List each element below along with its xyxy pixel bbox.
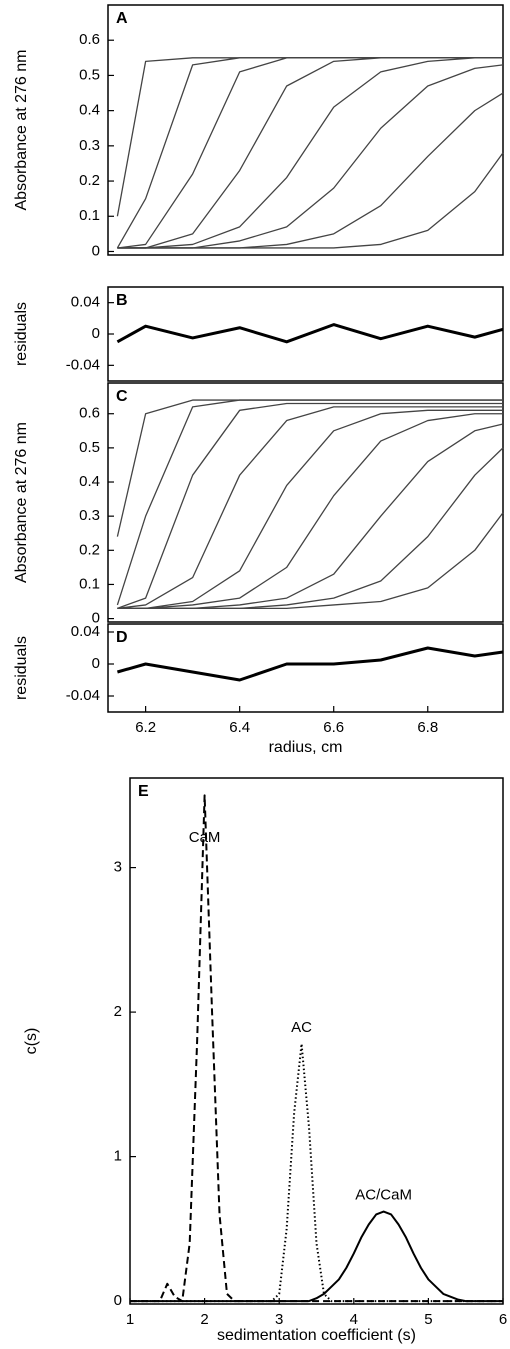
plot-frame xyxy=(107,623,504,713)
series-line xyxy=(117,57,503,249)
y-tick-label: 0.5 xyxy=(79,439,100,456)
y-tick-label: 0.04 xyxy=(71,623,100,640)
x-tick-label: 4 xyxy=(350,1311,358,1328)
series-line xyxy=(116,399,503,606)
series-line xyxy=(116,57,503,217)
y-tick-label: 0.3 xyxy=(79,137,100,154)
plot-frame xyxy=(107,382,504,623)
panel-label: B xyxy=(116,292,128,309)
panel-label: D xyxy=(116,629,128,646)
x-tick-label: 1 xyxy=(126,1311,134,1328)
x-tick-label: 3 xyxy=(275,1311,283,1328)
series-line xyxy=(117,409,503,609)
series-line xyxy=(116,57,503,249)
y-axis-title: c(s) xyxy=(23,1028,40,1055)
series-line xyxy=(117,413,503,609)
series-line xyxy=(117,152,504,249)
series-line xyxy=(130,1042,503,1303)
series-line xyxy=(117,57,503,249)
series-line xyxy=(130,794,503,1303)
series-line xyxy=(117,406,503,609)
y-tick-label: 0 xyxy=(92,325,100,342)
series-line xyxy=(117,423,504,609)
x-tick-label: 6.4 xyxy=(229,719,250,736)
y-axis-title: Absorbance at 276 nm xyxy=(13,422,30,583)
panel-label: C xyxy=(116,388,128,405)
x-tick-label: 6.6 xyxy=(323,719,344,736)
series-line xyxy=(116,399,503,537)
series-line xyxy=(117,64,504,249)
y-tick-label: 0 xyxy=(92,655,100,672)
x-tick-label: 6.2 xyxy=(135,719,156,736)
x-tick-label: 6.8 xyxy=(417,719,438,736)
y-tick-label: 0.2 xyxy=(79,172,100,189)
x-tick-label: 5 xyxy=(424,1311,432,1328)
y-axis-title: Absorbance at 276 nm xyxy=(13,50,30,211)
y-tick-label: 0.6 xyxy=(79,31,100,48)
series-label: CaM xyxy=(189,829,221,846)
series-line xyxy=(117,512,504,609)
y-tick-label: 3 xyxy=(114,859,122,876)
y-tick-label: 0.5 xyxy=(79,66,100,83)
y-axis-title: residuals xyxy=(13,636,30,700)
series-line xyxy=(116,323,504,344)
y-tick-label: 0.04 xyxy=(71,294,100,311)
y-axis-title: residuals xyxy=(13,302,30,366)
series-label: AC xyxy=(291,1019,312,1036)
x-axis-title: radius, cm xyxy=(269,739,343,756)
y-tick-label: 0.4 xyxy=(79,473,100,490)
series-line xyxy=(117,57,503,249)
y-tick-label: 2 xyxy=(114,1003,122,1020)
y-tick-label: -0.04 xyxy=(66,356,100,373)
panel-label: E xyxy=(138,783,149,800)
plot-frame xyxy=(129,777,504,1305)
panel-label: A xyxy=(116,10,128,27)
y-tick-label: 0.2 xyxy=(79,541,100,558)
series-line xyxy=(117,447,504,609)
y-tick-label: 0.1 xyxy=(79,207,100,224)
series-line xyxy=(117,402,503,609)
x-axis-title: sedimentation coefficient (s) xyxy=(217,1327,416,1344)
series-line xyxy=(130,1210,503,1303)
y-tick-label: 0.3 xyxy=(79,507,100,524)
y-tick-label: 0.4 xyxy=(79,102,100,119)
plot-frame xyxy=(107,4,504,256)
y-tick-label: 0 xyxy=(114,1292,122,1309)
y-tick-label: 1 xyxy=(114,1148,122,1165)
y-tick-label: -0.04 xyxy=(66,687,100,704)
x-tick-label: 2 xyxy=(200,1311,208,1328)
y-tick-label: 0.1 xyxy=(79,575,100,592)
series-line xyxy=(116,646,504,682)
y-tick-label: 0 xyxy=(92,242,100,259)
y-tick-label: 0 xyxy=(92,610,100,627)
series-label: AC/CaM xyxy=(355,1186,412,1203)
y-tick-label: 0.6 xyxy=(79,405,100,422)
x-tick-label: 6 xyxy=(499,1311,507,1328)
